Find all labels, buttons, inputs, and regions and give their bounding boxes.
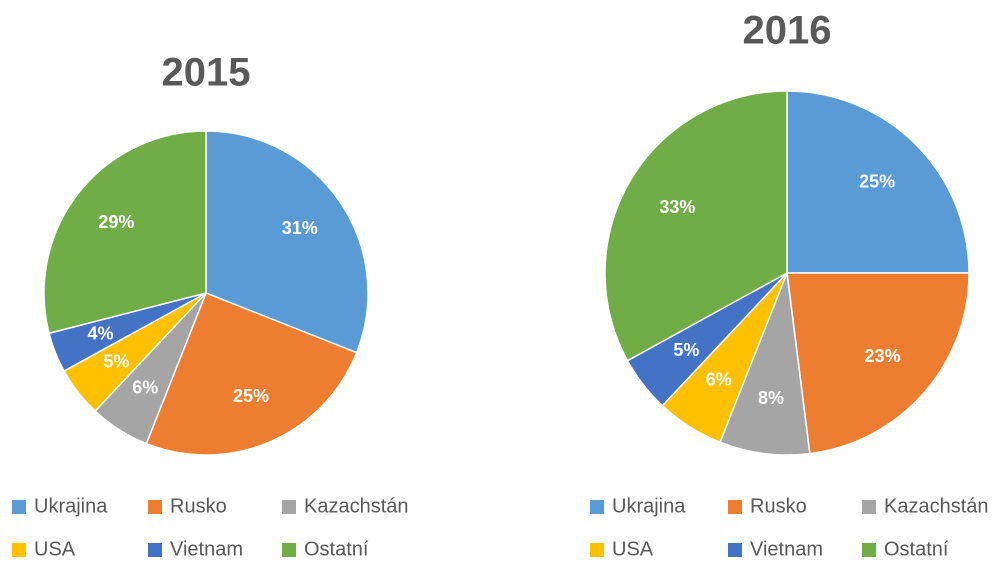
legend-swatch: [148, 500, 162, 514]
data-label: 6%: [132, 377, 158, 397]
pie-slice: [786, 90, 970, 274]
data-label: 5%: [673, 340, 699, 360]
pie-slice: [205, 130, 369, 354]
data-label: 25%: [859, 172, 895, 192]
legend-label: USA: [612, 538, 654, 560]
legend-label: Rusko: [170, 495, 227, 517]
legend-label: Kazachstán: [304, 495, 409, 517]
data-label: 33%: [659, 197, 695, 217]
legend-swatch: [862, 500, 876, 514]
chart-title: 2016: [743, 9, 832, 53]
pie-slice: [604, 90, 788, 362]
data-label: 29%: [98, 212, 134, 232]
legend-swatch: [12, 543, 26, 557]
legend-label: Ostatní: [884, 538, 949, 560]
legend-label: Kazachstán: [884, 495, 989, 517]
legend-label: Ukrajina: [34, 495, 108, 517]
legend-label: Ukrajina: [612, 495, 686, 517]
legend-swatch: [148, 543, 162, 557]
data-label: 31%: [282, 218, 318, 238]
data-label: 5%: [103, 351, 129, 371]
pie-slice: [43, 130, 207, 335]
legend-label: Ostatní: [304, 538, 369, 560]
pie-slice: [719, 272, 811, 456]
pie-slice: [786, 272, 970, 455]
data-label: 6%: [706, 369, 732, 389]
legend-swatch: [282, 543, 296, 557]
legend-label: Vietnam: [170, 538, 243, 560]
legend-label: Vietnam: [750, 538, 823, 560]
legend-swatch: [282, 500, 296, 514]
legend-label: Rusko: [750, 495, 807, 517]
legend-label: USA: [34, 538, 76, 560]
data-label: 25%: [233, 386, 269, 406]
data-label: 8%: [758, 388, 784, 408]
legend-swatch: [862, 543, 876, 557]
legend-swatch: [728, 543, 742, 557]
data-label: 23%: [865, 346, 901, 366]
chart-title: 2015: [162, 51, 251, 95]
data-label: 4%: [88, 323, 114, 343]
legend-swatch: [728, 500, 742, 514]
legend-swatch: [590, 500, 604, 514]
legend-swatch: [12, 500, 26, 514]
legend-swatch: [590, 543, 604, 557]
pie-slice: [145, 292, 358, 456]
